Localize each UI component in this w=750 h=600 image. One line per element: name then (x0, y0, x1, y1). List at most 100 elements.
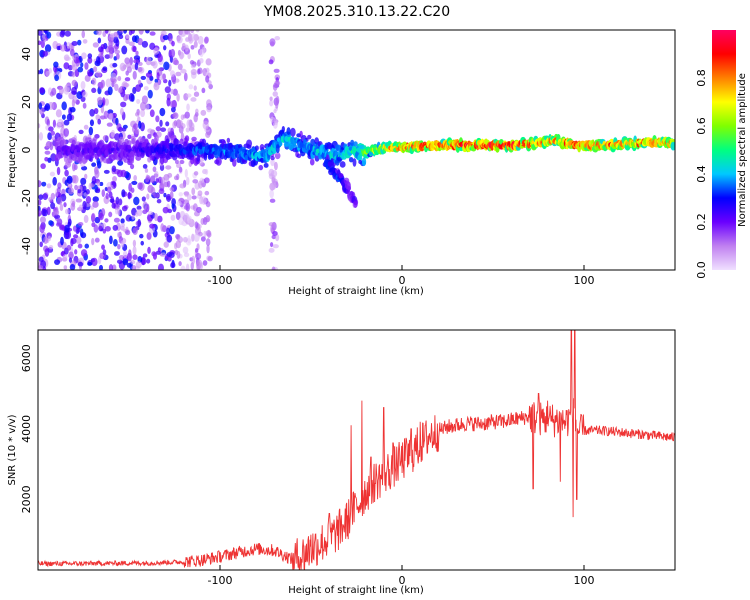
spectrogram-noise-cell (104, 54, 111, 59)
spectrogram-noise-cell (54, 74, 60, 82)
spectrogram-noise-cell (155, 126, 161, 132)
spectrogram-noise-cell (194, 221, 199, 229)
spectrogram-noise-cell (103, 110, 109, 120)
spectrogram-noise-cell (272, 244, 279, 249)
spectrogram-noise-cell (155, 178, 159, 183)
spectrogram-noise-cell (118, 198, 123, 206)
snr-x-axis-label: Height of straight line (km) (288, 585, 424, 596)
spectrogram-noise-cell (95, 188, 101, 194)
spectrogram-noise-cell (133, 175, 138, 181)
spectrogram-noise-cell (83, 124, 89, 130)
spectrogram-noise-cell (195, 30, 200, 33)
snr-y-tick-label: 2000 (20, 485, 33, 513)
spectrogram-noise-cell (270, 169, 278, 178)
spectrogram-noise-cell (115, 39, 120, 47)
spectrogram-noise-cell (109, 235, 113, 245)
spectrogram-noise-cell (172, 57, 178, 65)
spectrogram-noise-cell (114, 133, 121, 141)
spectrogram-noise-cell (179, 51, 184, 60)
spectrogram-noise-cell (205, 58, 212, 66)
spectrogram-noise-cell (101, 244, 105, 250)
spectrogram-noise-cell (269, 198, 276, 203)
spectrogram-noise-cell (116, 259, 123, 264)
spectrogram-carrier-cell (348, 156, 354, 163)
spectrogram-noise-cell (41, 208, 47, 217)
spectrogram-noise-cell (190, 44, 195, 50)
spectrogram-carrier-cell (270, 155, 275, 161)
spectrogram-noise-cell (132, 45, 137, 53)
spectrogram-noise-cell (91, 237, 95, 246)
spectrogram-noise-cell (66, 244, 72, 251)
spectrogram-noise-cell (191, 233, 195, 242)
spectrogram-noise-cell (200, 236, 206, 242)
spectrogram-noise-cell (104, 98, 109, 106)
spectrogram-noise-cell (165, 121, 170, 127)
spectrogram-noise-cell (120, 101, 127, 108)
colorbar-tick-label: 0.4 (695, 165, 708, 183)
spectrogram-noise-cell (136, 208, 143, 217)
spectrogram-noise-cell (152, 60, 158, 69)
spectrogram-noise-cell (175, 240, 182, 249)
spectrogram-noise-cell (154, 170, 159, 179)
spectrogram-noise-cell (111, 202, 116, 209)
spectrogram-noise-cell (128, 41, 135, 47)
figure-title: YM08.2025.310.13.22.C20 (263, 4, 450, 20)
spectrogram-noise-cell (197, 190, 203, 197)
spectrogram-carrier-cell (190, 157, 195, 165)
spectrogram-noise-cell (46, 118, 50, 127)
spectrogram-noise-cell (135, 112, 140, 117)
spectrogram-noise-cell (111, 78, 117, 84)
spectrogram-noise-cell (192, 179, 199, 184)
spectrogram-noise-cell (137, 79, 142, 85)
spectrogram-noise-cell (122, 258, 129, 266)
spectrogram-noise-cell (272, 231, 278, 236)
spectrogram-y-tick-label: 40 (20, 47, 33, 61)
spectrogram-noise-cell (80, 177, 87, 186)
spectrogram-noise-cell (47, 132, 52, 141)
spectrogram-carrier-cell (77, 156, 83, 165)
spectrogram-noise-cell (84, 74, 91, 82)
spectrogram-noise-cell (46, 31, 52, 39)
spectrogram-noise-cell (64, 169, 69, 177)
spectrogram-noise-cell (117, 244, 121, 250)
spectrogram-noise-cell (68, 257, 73, 263)
spectrogram-carrier-cell (307, 134, 312, 140)
spectrogram-noise-cell (163, 192, 167, 198)
spectrogram-noise-cell (68, 187, 74, 195)
spectrogram-noise-cell (205, 201, 211, 208)
spectrogram-noise-cell (59, 203, 64, 212)
spectrogram-noise-cell (102, 66, 108, 71)
spectrogram-noise-cell (204, 177, 210, 184)
spectrogram-noise-cell (38, 40, 42, 46)
spectrogram-noise-cell (145, 56, 152, 66)
spectrogram-carrier-cell (140, 152, 145, 159)
spectrogram-noise-cell (166, 180, 171, 188)
spectrogram-noise-cell (88, 126, 94, 136)
spectrogram-noise-cell (54, 259, 61, 266)
snr-x-tick-label: 100 (574, 574, 595, 587)
spectrogram-noise-cell (82, 39, 88, 44)
spectrogram-carrier-cell (118, 136, 125, 145)
spectrogram-carrier-cell (296, 153, 302, 159)
spectrogram-noise-cell (274, 118, 279, 126)
spectrogram-noise-cell (43, 236, 49, 244)
spectrogram-noise-cell (175, 71, 182, 77)
spectrogram-noise-cell (83, 214, 89, 224)
spectrogram-noise-cell (190, 64, 196, 69)
spectrogram-noise-cell (85, 189, 90, 195)
spectrogram-noise-cell (117, 232, 121, 238)
spectrogram-noise-cell (194, 247, 199, 253)
spectrogram-noise-cell (163, 241, 169, 248)
spectrogram-noise-cell (92, 66, 98, 73)
spectrogram-noise-cell (91, 176, 97, 185)
spectrogram-noise-cell (70, 48, 75, 57)
spectrogram-noise-cell (99, 181, 104, 187)
spectrogram-noise-cell (80, 249, 88, 257)
spectrogram-marks (38, 30, 675, 270)
spectrogram-noise-cell (137, 37, 143, 46)
spectrogram-noise-cell (80, 62, 84, 68)
spectrogram-carrier-cell (215, 156, 222, 166)
spectrogram-noise-cell (73, 234, 79, 239)
spectrogram-noise-cell (157, 215, 163, 223)
spectrogram-noise-cell (80, 80, 86, 90)
